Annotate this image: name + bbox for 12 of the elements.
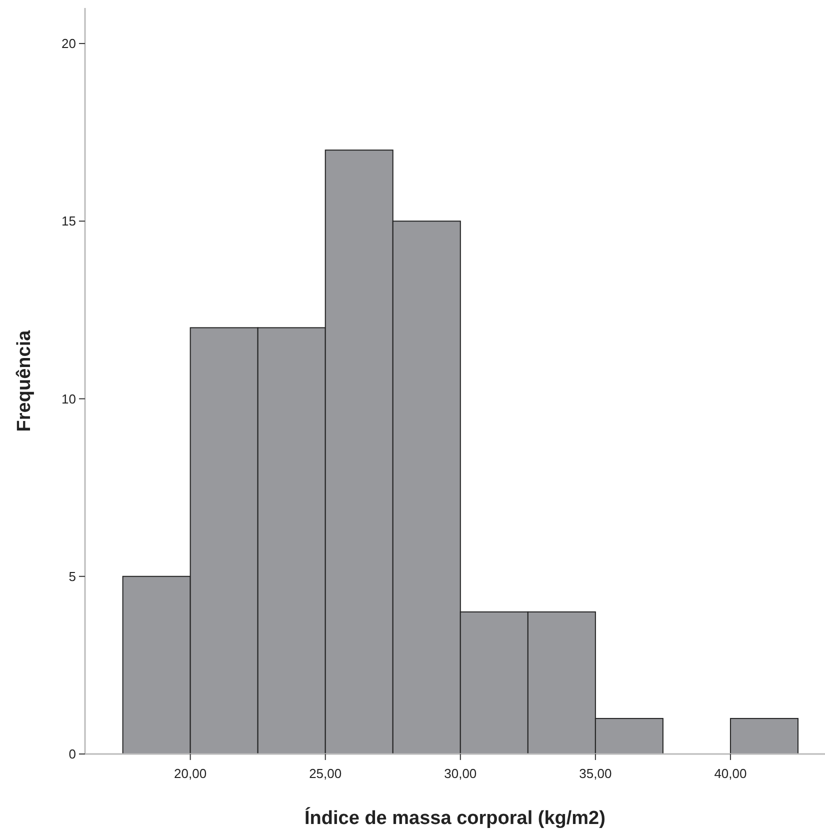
x-tick-label: 40,00	[714, 766, 747, 781]
y-tick-label: 5	[68, 568, 76, 584]
x-tick-label: 25,00	[309, 766, 342, 781]
y-tick-label: 10	[62, 391, 76, 406]
x-axis-title: Índice de massa corporal (kg/m2)	[304, 807, 606, 829]
x-tick-label: 30,00	[444, 766, 477, 781]
x-tick-label: 35,00	[579, 766, 612, 781]
y-tick-label: 15	[62, 214, 76, 229]
y-axis-title: Frequência	[14, 330, 35, 432]
y-tick-label: 20	[62, 36, 76, 52]
x-tick-label: 20,00	[174, 766, 207, 781]
y-tick-label: 0	[68, 746, 76, 762]
